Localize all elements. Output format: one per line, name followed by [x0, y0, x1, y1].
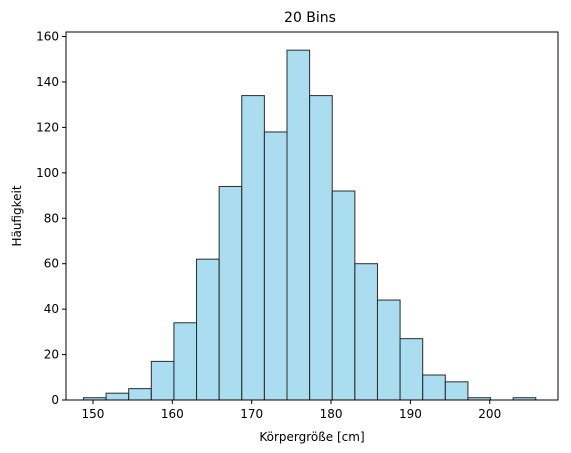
- histogram-bar: [309, 95, 333, 401]
- histogram-bar: [263, 131, 288, 401]
- histogram-bar: [241, 95, 265, 401]
- histogram-bar: [150, 360, 175, 401]
- x-tick-label: 200: [478, 407, 501, 421]
- histogram-bar: [444, 381, 469, 401]
- histogram-bar: [173, 322, 198, 401]
- x-axis-label: Körpergröße [cm]: [259, 430, 364, 444]
- histogram-bar: [128, 388, 152, 401]
- y-tick-label: 20: [44, 348, 59, 362]
- y-tick-label: 140: [36, 75, 59, 89]
- histogram-bar: [422, 374, 446, 401]
- y-tick-label: 160: [36, 30, 59, 44]
- histogram-bar: [218, 185, 243, 401]
- histogram-bar: [196, 258, 220, 401]
- histogram-bar: [331, 190, 356, 401]
- x-tick-label: 170: [240, 407, 263, 421]
- histogram-bar: [376, 299, 401, 401]
- y-axis-label: Häufigkeit: [10, 185, 24, 246]
- plot-frame: [65, 31, 559, 401]
- x-tick-label: 150: [82, 407, 105, 421]
- y-tick-label: 60: [44, 257, 59, 271]
- x-tick-label: 190: [399, 407, 422, 421]
- histogram-bar: [354, 263, 378, 401]
- y-tick-label: 120: [36, 120, 59, 134]
- bars-group: [82, 49, 537, 401]
- histogram-bar: [286, 49, 311, 401]
- y-tick-label: 100: [36, 166, 59, 180]
- histogram-bar: [105, 392, 130, 401]
- y-axis-ticks: 0 20 40 60 80 100 120 140 160: [36, 30, 66, 407]
- y-tick-label: 0: [51, 393, 59, 407]
- chart-title: 20 Bins: [284, 10, 336, 26]
- y-tick-label: 40: [44, 302, 59, 316]
- x-axis-ticks: 150 160 170 180 190 200: [82, 400, 501, 421]
- x-tick-label: 180: [320, 407, 343, 421]
- y-tick-label: 80: [44, 211, 59, 225]
- histogram-bar: [399, 338, 424, 401]
- x-tick-label: 160: [161, 407, 184, 421]
